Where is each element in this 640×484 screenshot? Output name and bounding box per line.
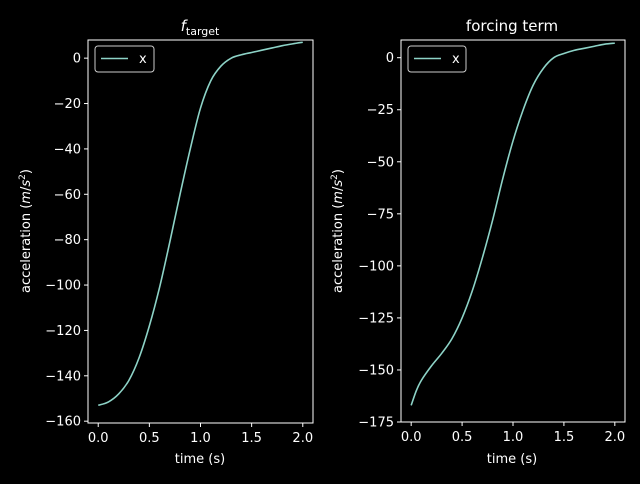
left-plot-marks: 0.0 0.5 1.0 1.5 2.0 0 −20 −40 −60 −80 −100 −120 −140… (45, 41, 313, 446)
left-y-tick-label: −140 (45, 369, 81, 384)
right-y-tick-label: −150 (358, 363, 394, 378)
left-chart-title: ftarget (181, 17, 220, 38)
left-y-tick-label: −20 (54, 97, 81, 112)
right-legend-label: x (452, 52, 460, 67)
right-series-line-x (410, 42, 615, 406)
left-legend: x (94, 45, 155, 73)
left-panel: 0.0 0.5 1.0 1.5 2.0 0 −20 −40 −60 −80 −100 −120 −140… (18, 17, 314, 467)
right-panel: 0.0 0.5 1.0 1.5 2.0 0 −25 −50 −75 −100 −125 −150 −17… (330, 17, 626, 467)
left-y-axis-label: acceleration (m/s2) (18, 169, 34, 293)
left-x-tick-label: 0.0 (88, 431, 109, 446)
left-legend-label: x (139, 52, 147, 67)
right-legend: x (407, 45, 467, 73)
left-y-tick-label: −120 (45, 324, 81, 339)
right-y-tick-label: −100 (358, 259, 394, 274)
left-y-tick-label: −60 (54, 188, 81, 203)
left-x-tick-label: 0.5 (139, 431, 160, 446)
left-y-tick-label: −40 (54, 142, 81, 157)
right-y-tick-label: 0 (386, 51, 394, 66)
left-y-tick-label: −100 (45, 279, 81, 294)
right-x-tick-label: 1.5 (554, 430, 575, 445)
right-y-tick-label: −50 (367, 155, 394, 170)
left-x-axis-label: time (s) (175, 452, 225, 467)
right-x-tick-label: 1.0 (503, 430, 524, 445)
right-y-axis-label: acceleration (m/s2) (330, 169, 346, 293)
right-y-tick-label: −175 (358, 416, 394, 431)
right-y-tick-label: −25 (367, 103, 394, 118)
left-x-tick-label: 1.5 (241, 431, 262, 446)
left-y-tick-label: −160 (45, 415, 81, 430)
right-y-tick-label: −75 (367, 207, 394, 222)
right-x-tick-label: 0.5 (452, 430, 473, 445)
right-y-tick-label: −125 (358, 311, 394, 326)
right-x-axis-label: time (s) (487, 452, 537, 467)
left-x-tick-label: 1.0 (190, 431, 211, 446)
right-x-tick-label: 2.0 (604, 430, 625, 445)
left-axes-frame (87, 39, 314, 424)
left-series-line-x (97, 41, 303, 407)
left-y-tick-label: −80 (54, 233, 81, 248)
right-chart-title: forcing term (466, 17, 558, 35)
left-x-tick-label: 2.0 (292, 431, 313, 446)
right-plot-marks: 0.0 0.5 1.0 1.5 2.0 0 −25 −50 −75 −100 −125 −150 −17… (358, 42, 625, 445)
left-y-tick-label: 0 (73, 52, 81, 67)
right-axes-frame (400, 39, 626, 423)
right-x-tick-label: 0.0 (401, 430, 422, 445)
